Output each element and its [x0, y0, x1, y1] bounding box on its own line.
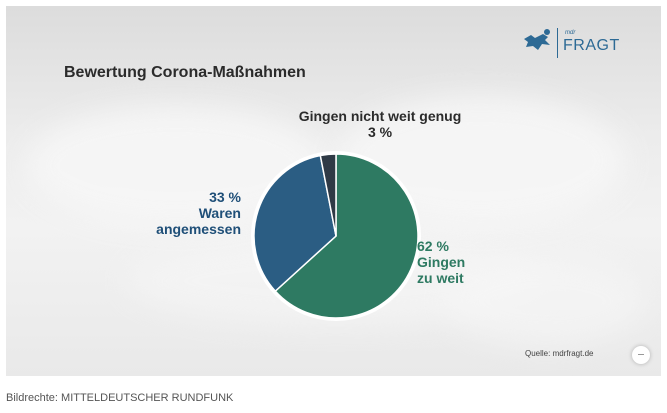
mdr-fragt-logo: mdr FRAGT — [521, 26, 631, 62]
slice-label-value: 62 % — [417, 238, 449, 254]
mdr-logo-icon — [524, 29, 550, 50]
label-nicht-weit-genug: Gingen nicht weit genug 3 % — [274, 108, 486, 140]
pie-slice-gingen-nicht-weit-genug — [319, 153, 337, 237]
slice-label-name: Gingen nicht weit genug — [298, 108, 462, 124]
image-credit: Bildrechte: MITTELDEUTSCHER RUNDFUNK — [6, 392, 234, 404]
logo-wordmark: FRAGT — [563, 37, 620, 54]
source-note: Quelle: mdrfragt.de — [525, 349, 594, 358]
pie-slice-waren-angemessen — [253, 154, 337, 293]
slice-label-value: 33 % — [209, 189, 241, 205]
label-angemessen: 33 % Waren angemessen — [156, 189, 241, 237]
slice-label-name-1: Waren — [198, 205, 241, 221]
logo-small-text: mdr — [565, 30, 576, 36]
chart-title: Bewertung Corona-Maßnahmen — [64, 64, 306, 81]
slice-label-name-2: zu weit — [417, 270, 464, 286]
pie-chart — [251, 151, 421, 321]
logo-divider — [557, 28, 558, 58]
chart-image: Bewertung Corona-Maßnahmen mdr FRAGT Gin… — [6, 6, 661, 376]
background-cloud — [446, 256, 646, 346]
slice-label-name-1: Gingen — [417, 254, 466, 270]
label-zu-weit: 62 % Gingen zu weit — [417, 238, 465, 286]
pie-slice-gingen-zu-weit — [274, 153, 419, 319]
minus-icon[interactable] — [632, 346, 650, 364]
slice-label-value: 3 % — [367, 124, 393, 140]
slice-label-name-2: angemessen — [156, 221, 241, 237]
